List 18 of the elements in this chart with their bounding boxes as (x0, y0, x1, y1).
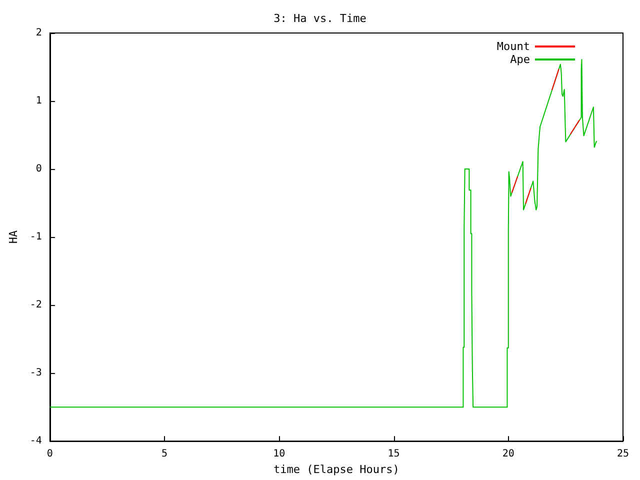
x-tick-label: 25 (616, 448, 630, 460)
x-tick-label: 15 (388, 448, 400, 460)
y-tick-label: -1 (30, 232, 42, 243)
y-tick-label: -2 (30, 300, 42, 311)
y-tick-label: 0 (36, 164, 42, 175)
legend-label: Mount (496, 40, 530, 53)
y-tick-label: -4 (30, 436, 42, 447)
chart-title: 3: Ha vs. Time (274, 12, 366, 25)
y-tick-label: 2 (36, 28, 42, 38)
y-tick-label: -3 (30, 368, 42, 379)
legend-label: Ape (510, 53, 530, 66)
x-axis-title: time (Elapse Hours) (274, 463, 400, 476)
x-tick-label: 10 (273, 448, 286, 460)
x-tick-label: 5 (162, 448, 168, 460)
y-axis-title: HA (7, 230, 20, 244)
x-tick-label: 0 (46, 448, 53, 460)
y-tick-label: 1 (36, 96, 42, 107)
x-tick-label: 20 (502, 448, 514, 460)
